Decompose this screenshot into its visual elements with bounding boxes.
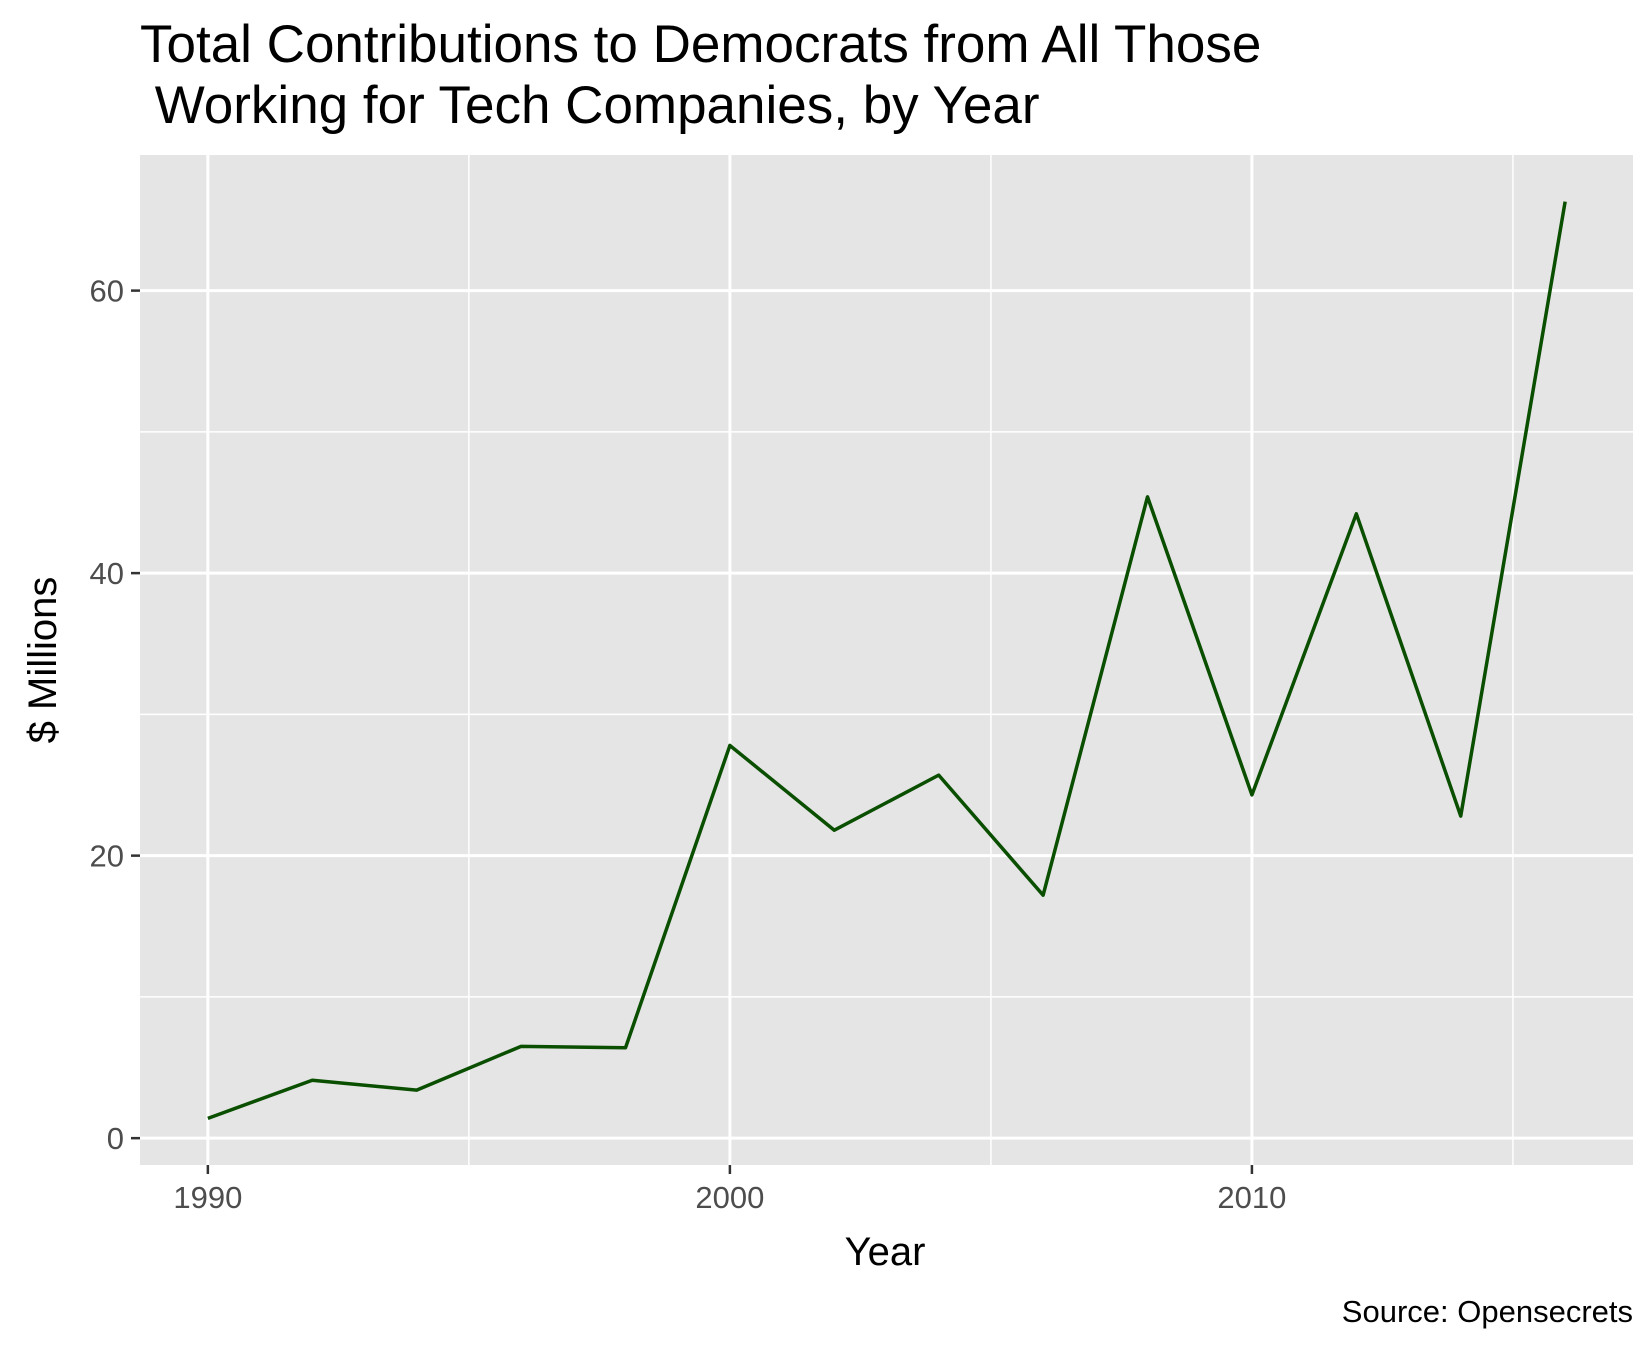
y-axis-title: $ Millions bbox=[21, 577, 65, 744]
x-axis: 1990 2000 2010 bbox=[173, 1165, 1286, 1215]
chart-title-line-2: Working for Tech Companies, by Year bbox=[140, 76, 1040, 135]
x-tick-label-2: 2010 bbox=[1217, 1180, 1286, 1215]
minor-gridlines bbox=[140, 155, 1633, 1165]
y-axis: 0 20 40 60 bbox=[90, 274, 140, 1156]
x-tick-label-0: 1990 bbox=[173, 1180, 242, 1215]
plot-panel bbox=[140, 155, 1633, 1165]
source-caption: Source: Opensecrets bbox=[1342, 1294, 1633, 1329]
y-tick-label-0: 0 bbox=[107, 1121, 124, 1156]
x-axis-title: Year bbox=[845, 1230, 926, 1274]
major-gridlines bbox=[140, 155, 1633, 1165]
x-tick-label-1: 2000 bbox=[695, 1180, 764, 1215]
series-layer bbox=[207, 201, 1567, 1121]
y-tick-label-2: 40 bbox=[90, 556, 124, 591]
y-tick-label-1: 20 bbox=[90, 839, 124, 874]
y-tick-label-3: 60 bbox=[90, 274, 124, 309]
series-line-0 bbox=[207, 201, 1567, 1121]
chart-title-line-1: Total Contributions to Democrats from Al… bbox=[140, 15, 1261, 74]
